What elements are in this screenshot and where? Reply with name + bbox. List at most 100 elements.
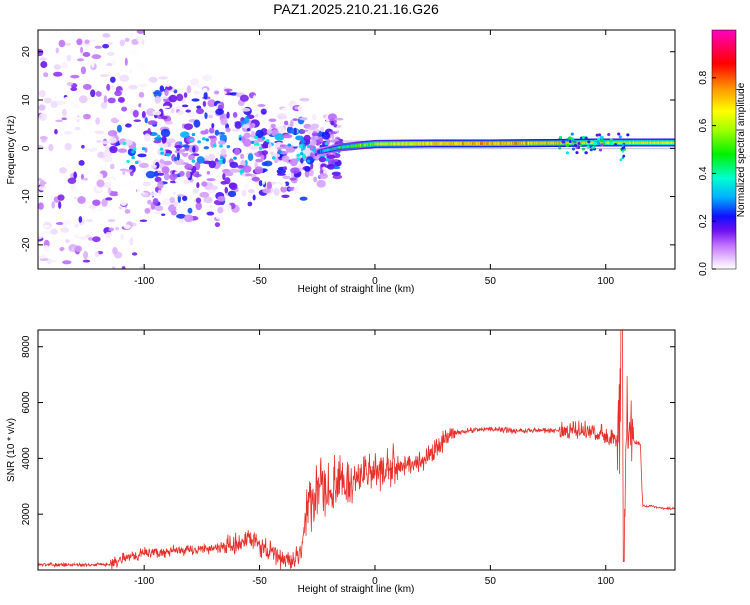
- spectrogram-cell: [154, 95, 161, 104]
- spectrogram-cell: [122, 170, 126, 176]
- spectrogram-cell: [107, 187, 112, 194]
- spectrogram-cell: [176, 194, 185, 197]
- spectrogram-cell: [319, 150, 321, 154]
- spectrogram-cell: [234, 147, 241, 156]
- spectrogram-cell: [160, 151, 164, 155]
- spectrogram-cell: [119, 168, 128, 172]
- spectrogram-cell: [456, 141, 458, 145]
- spectrogram-cell: [120, 48, 130, 56]
- spectrogram-cell: [671, 140, 673, 144]
- spectrogram-cell: [473, 141, 475, 145]
- spectrogram-cell: [485, 141, 487, 145]
- spectrogram-cell: [340, 145, 342, 149]
- spectrogram-cell: [527, 141, 529, 145]
- spectrogram-cell: [61, 62, 69, 69]
- spectrogram-cell: [258, 180, 263, 187]
- spectrogram-cell: [103, 181, 112, 189]
- spectrogram-cell: [82, 113, 91, 120]
- spectrogram-cell: [78, 159, 85, 166]
- spectrogram-cell: [623, 140, 626, 144]
- spectrogram-cell: [127, 180, 136, 189]
- spectrogram-cell: [182, 145, 191, 148]
- spectrogram-cell: [115, 113, 125, 121]
- spectrogram-cell: [659, 140, 661, 144]
- spectrogram-cell: [133, 119, 141, 122]
- spectrogram-cell: [168, 94, 178, 103]
- spectrogram-x-tick-label: 0: [372, 276, 378, 287]
- spectrogram-cell: [666, 140, 668, 144]
- spectrogram-cell: [159, 147, 164, 151]
- spectrogram-cell: [84, 39, 90, 44]
- spectrogram-cell: [438, 141, 440, 145]
- spectrogram-cell: [309, 146, 314, 150]
- spectrogram-cell: [244, 116, 250, 124]
- spectrogram-cell: [565, 151, 570, 155]
- spectrogram-cell: [447, 141, 450, 145]
- spectrogram-cell: [120, 241, 126, 248]
- spectrogram-cell: [43, 97, 53, 104]
- spectrogram-cell: [615, 140, 618, 144]
- spectrogram-cell: [163, 172, 170, 181]
- snr-x-ticks: -100 -50 0 50 100: [134, 330, 615, 587]
- spectrogram-cell: [318, 150, 320, 154]
- snr-x-tick-label: -100: [134, 576, 154, 587]
- spectrogram-cell: [111, 266, 116, 269]
- spectrogram-cell: [568, 141, 571, 145]
- spectrogram-cell: [140, 258, 144, 267]
- spectrogram-cell: [254, 135, 258, 140]
- spectrogram-cell: [247, 153, 254, 162]
- spectrogram-cell: [397, 142, 399, 146]
- colorbar-tick-label: 0.4: [698, 166, 709, 180]
- spectrogram-cell: [240, 153, 245, 160]
- spectrogram-cell: [387, 142, 389, 146]
- spectrogram-cell: [348, 145, 350, 149]
- spectrogram-cell: [244, 173, 253, 177]
- spectrogram-cell: [50, 100, 58, 108]
- spectrogram-cell: [454, 141, 456, 145]
- spectrogram-cell: [296, 157, 301, 161]
- spectrogram-cell: [483, 141, 485, 145]
- spectrogram-cell: [359, 143, 361, 147]
- spectrogram-cell: [316, 179, 326, 188]
- spectrogram-cell: [73, 171, 77, 179]
- spectrogram-cell: [609, 138, 613, 142]
- spectrogram-cell: [662, 140, 664, 144]
- spectrogram-cell: [446, 141, 449, 145]
- spectrogram-cell: [471, 141, 474, 145]
- spectrogram-cell: [165, 152, 171, 157]
- spectrogram-cell: [665, 140, 668, 144]
- spectrogram-cell: [584, 141, 586, 145]
- spectrogram-cell: [616, 140, 618, 144]
- spectrogram-cell: [205, 110, 214, 114]
- spectrogram-cell: [147, 199, 152, 205]
- spectrogram-cell: [329, 147, 332, 151]
- spectrogram-cell: [38, 90, 46, 98]
- spectrogram-cell: [83, 250, 89, 260]
- spectrogram-cell: [196, 156, 205, 164]
- spectrogram-cell: [53, 71, 63, 77]
- spectrogram-cell: [652, 140, 654, 144]
- spectrogram-cell: [71, 102, 80, 109]
- spectrogram-cell: [142, 192, 149, 197]
- spectrogram-cell: [299, 97, 310, 102]
- spectrogram-cell: [88, 205, 97, 209]
- spectrogram-cell: [206, 170, 211, 175]
- spectrogram-cell: [565, 144, 570, 148]
- spectrogram-cell: [241, 108, 251, 112]
- spectrogram-cell: [518, 141, 520, 145]
- spectrogram-cell: [250, 140, 255, 144]
- spectrogram-cell: [427, 142, 429, 146]
- spectrogram-cell: [393, 142, 395, 146]
- spectrogram-cell: [215, 215, 224, 220]
- spectrogram-cell: [68, 151, 79, 156]
- spectrogram-cell: [227, 190, 237, 198]
- spectrogram-cell: [323, 149, 325, 153]
- spectrogram-cell: [450, 141, 453, 145]
- spectrogram-cell: [374, 142, 376, 146]
- spectrogram-cell: [184, 163, 194, 170]
- spectrogram-cell: [488, 141, 490, 145]
- spectrogram-cell: [482, 141, 484, 145]
- spectrogram-cell: [73, 115, 80, 121]
- spectrogram-cell: [157, 172, 165, 176]
- spectrogram-cell: [413, 142, 416, 146]
